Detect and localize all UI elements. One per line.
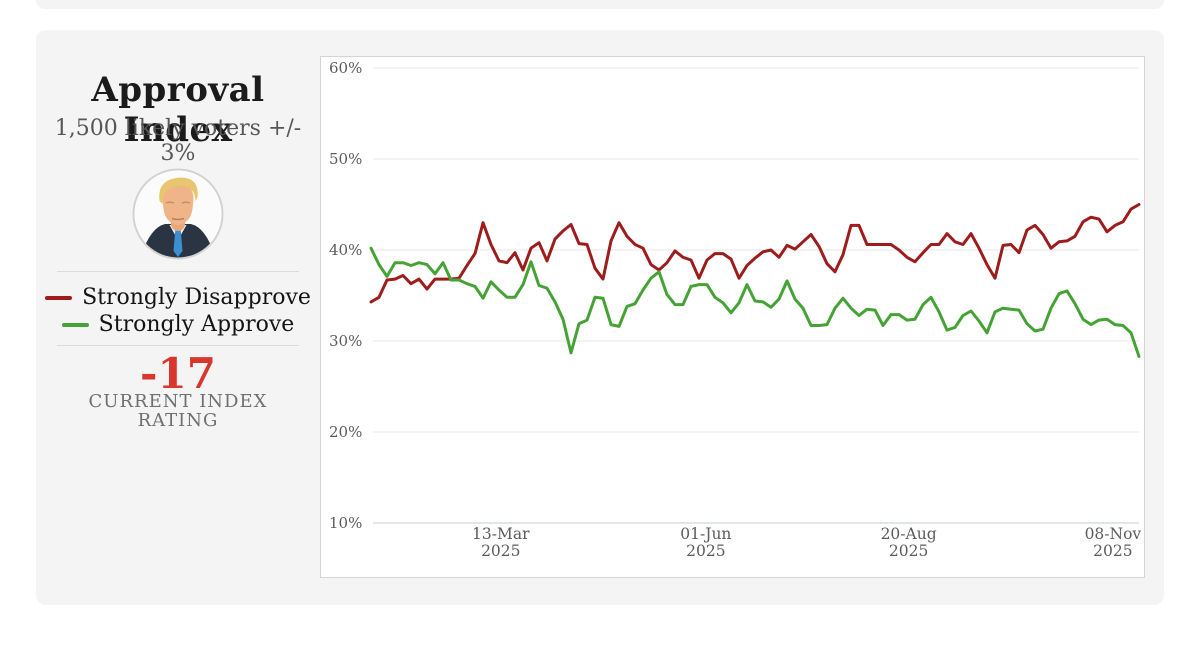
x-tick-label: 13-Mar <box>472 525 530 543</box>
y-tick-label: 10% <box>329 514 362 532</box>
y-tick-label: 30% <box>329 332 362 350</box>
summary-panel: Approval Index 1,500 likely voters +/- 3… <box>36 30 320 605</box>
rating-label-line2: RATING <box>137 410 219 431</box>
x-tick-label: 20-Aug <box>881 525 937 543</box>
avatar <box>132 168 224 260</box>
legend-item-approve: Strongly Approve <box>36 311 320 338</box>
legend: Strongly Disapprove Strongly Approve <box>36 284 320 338</box>
approve-line-swatch <box>61 322 89 327</box>
top-card-edge <box>36 0 1164 9</box>
y-tick-label: 50% <box>329 150 362 168</box>
y-tick-label: 40% <box>329 241 362 259</box>
y-tick-label: 20% <box>329 423 362 441</box>
series-line-disapprove <box>369 203 1141 304</box>
rating-value: -17 <box>140 349 216 398</box>
x-tick-year-label: 2025 <box>1093 542 1132 560</box>
approval-trend-chart: 60%50%40%30%20%10%13-Mar202501-Jun202520… <box>329 59 1142 560</box>
divider-bottom <box>57 345 299 346</box>
legend-label-approve: Strongly Approve <box>98 312 295 337</box>
x-tick-year-label: 2025 <box>889 542 928 560</box>
x-tick-label: 01-Jun <box>680 525 731 543</box>
trump-portrait-icon <box>132 168 224 260</box>
series-line-approve <box>369 246 1141 358</box>
legend-label-disapprove: Strongly Disapprove <box>82 285 311 310</box>
y-tick-label: 60% <box>329 59 362 77</box>
x-tick-year-label: 2025 <box>686 542 725 560</box>
sample-size-subtitle: 1,500 likely voters +/- 3% <box>54 116 302 166</box>
legend-item-disapprove: Strongly Disapprove <box>36 284 320 311</box>
divider-top <box>57 271 299 272</box>
rating-label: CURRENT INDEX RATING <box>36 392 320 430</box>
rating-label-line1: CURRENT INDEX <box>88 391 268 412</box>
chart-panel: 60% 50% 40% 30% 20% 10% 13-Mar 2025 01-Jun 2025 20… <box>320 56 1145 578</box>
x-tick-year-label: 2025 <box>481 542 520 560</box>
disapprove-line-swatch <box>45 295 73 300</box>
x-tick-label: 08-Nov <box>1085 525 1142 543</box>
approval-index-card: Approval Index 1,500 likely voters +/- 3… <box>36 30 1164 605</box>
page-title: Approval Index <box>91 70 265 150</box>
